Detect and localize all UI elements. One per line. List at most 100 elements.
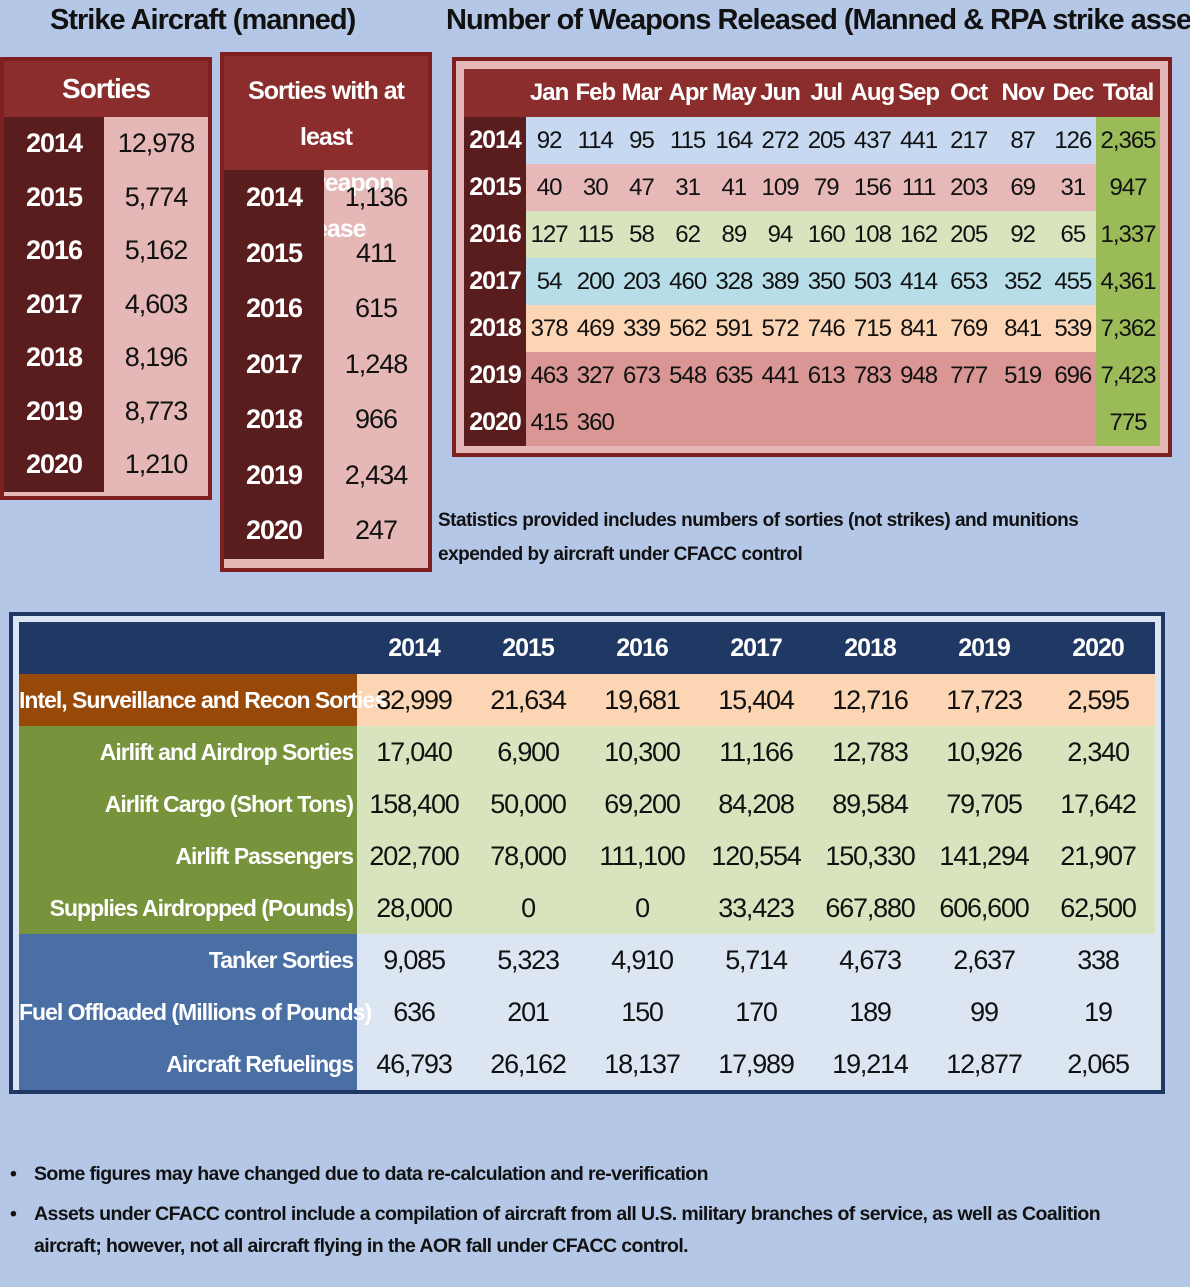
- weapons-month-value: 54: [526, 258, 573, 305]
- weapons-row: 2016 127 115 58 62 89 94 160 108 162 205 92 65 1,337: [464, 211, 1160, 258]
- operations-value: 79,705: [927, 778, 1041, 830]
- weapons-col-header: Jan: [526, 69, 573, 117]
- weapons-col-header: Jul: [803, 69, 850, 117]
- weapons-month-value: 87: [995, 117, 1050, 164]
- operations-value: 2,065: [1041, 1038, 1155, 1090]
- weapons-month-value: [664, 399, 711, 446]
- operations-row-label: Fuel Offloaded (Millions of Pounds): [19, 986, 372, 1038]
- sorties-year: 2018: [4, 331, 104, 385]
- sorties-value: 8,196: [124, 342, 189, 373]
- release-value: 2,434: [344, 459, 409, 490]
- operations-value: 12,877: [927, 1038, 1041, 1090]
- sorties-year: 2017: [4, 277, 104, 331]
- operations-row: Airlift and Airdrop Sorties 17,040 6,900 10…: [19, 726, 1155, 778]
- weapons-month-value: 164: [710, 117, 757, 164]
- weapons-total: 4,361: [1096, 258, 1160, 305]
- operations-value: 150: [585, 986, 699, 1038]
- weapons-total: 7,423: [1096, 352, 1160, 399]
- sorties-year: 2015: [4, 170, 104, 224]
- weapons-month-value: 41: [710, 164, 757, 211]
- weapons-month-value: 327: [572, 352, 619, 399]
- sorties-value: 4,603: [124, 288, 189, 319]
- weapons-month-value: 777: [941, 352, 996, 399]
- operations-value: 141,294: [927, 830, 1041, 882]
- release-row: 2019 2,434: [224, 447, 428, 503]
- weapons-month-value: [756, 399, 804, 446]
- operations-year-header: 2017: [699, 622, 813, 674]
- sorties-row: 2019 8,773: [4, 384, 208, 438]
- weapons-month-value: [803, 399, 850, 446]
- release-row: 2014 1,136: [224, 170, 428, 226]
- operations-value: 189: [813, 986, 927, 1038]
- operations-value: 15,404: [699, 674, 813, 726]
- footnotes: Some figures may have changed due to dat…: [10, 1158, 1170, 1270]
- operations-value: 19,681: [585, 674, 699, 726]
- weapons-month-value: 92: [526, 117, 573, 164]
- operations-value: 0: [471, 882, 585, 934]
- weapons-month-value: 205: [803, 117, 850, 164]
- weapons-col-header: Mar: [618, 69, 665, 117]
- weapons-month-value: 548: [664, 352, 711, 399]
- weapons-month-value: 127: [526, 211, 573, 258]
- weapons-header-row: Jan Feb Mar Apr May Jun Jul Aug Sep Oct Nov Dec Tota…: [464, 69, 1160, 117]
- operations-row: Airlift Cargo (Short Tons) 158,400 50,000 6…: [19, 778, 1155, 830]
- operations-table: 2014 2015 2016 2017 2018 2019 2020 Intel, Surv…: [9, 612, 1165, 1094]
- weapons-month-value: 841: [995, 305, 1050, 352]
- weapons-col-header: Feb: [572, 69, 619, 117]
- release-value: 1,248: [344, 348, 409, 379]
- operations-value: 32,999: [357, 674, 471, 726]
- sorties-value: 5,774: [124, 181, 189, 212]
- weapons-year: 2019: [464, 352, 526, 399]
- weapons-month-value: 203: [941, 164, 996, 211]
- operations-value: 12,716: [813, 674, 927, 726]
- weapons-month-value: 339: [618, 305, 665, 352]
- weapons-month-value: 437: [849, 117, 896, 164]
- operations-year-header: 2014: [357, 622, 471, 674]
- weapons-month-value: 31: [664, 164, 711, 211]
- operations-header-row: 2014 2015 2016 2017 2018 2019 2020: [19, 622, 1155, 674]
- weapons-month-value: [895, 399, 942, 446]
- weapons-month-value: 769: [941, 305, 996, 352]
- release-value: 615: [354, 293, 398, 324]
- sorties-row: 2020 1,210: [4, 438, 208, 492]
- weapons-month-value: 272: [756, 117, 804, 164]
- operations-value: 19: [1041, 986, 1155, 1038]
- weapons-row: 2017 54 200 203 460 328 389 350 503 414 653 352 455 4…: [464, 258, 1160, 305]
- weapons-total: 2,365: [1096, 117, 1160, 164]
- operations-value: 111,100: [585, 830, 699, 882]
- footnote-item: Assets under CFACC control include a com…: [10, 1198, 1170, 1262]
- weapons-month-value: 653: [941, 258, 996, 305]
- weapons-month-value: 715: [849, 305, 896, 352]
- release-row: 2020 247: [224, 503, 428, 559]
- weapons-month-value: 65: [1049, 211, 1096, 258]
- operations-row-label: Airlift Passengers: [19, 830, 357, 882]
- release-value: 411: [355, 237, 397, 268]
- release-year: 2016: [224, 281, 324, 337]
- sorties-value: 1,210: [124, 449, 189, 480]
- operations-value: 5,323: [471, 934, 585, 986]
- operations-value: 6,900: [471, 726, 585, 778]
- operations-value: 2,340: [1041, 726, 1155, 778]
- weapons-month-value: 572: [756, 305, 804, 352]
- weapons-row: 2014 92 114 95 115 164 272 205 437 441 217 87 126 2,3…: [464, 117, 1160, 164]
- weapons-month-value: 126: [1049, 117, 1096, 164]
- sorties-year: 2020: [4, 438, 104, 492]
- weapons-month-value: 205: [941, 211, 996, 258]
- operations-value: 12,783: [813, 726, 927, 778]
- operations-value: 4,673: [813, 934, 927, 986]
- weapon-release-header: Sorties with at least one weapon release: [224, 56, 428, 243]
- weapons-month-value: 613: [803, 352, 850, 399]
- weapons-col-header: Total: [1096, 69, 1160, 117]
- weapons-month-value: 783: [849, 352, 896, 399]
- weapons-year: 2018: [464, 305, 526, 352]
- weapons-month-value: 591: [710, 305, 757, 352]
- weapons-month-value: [618, 399, 665, 446]
- operations-value: 17,989: [699, 1038, 813, 1090]
- sorties-value: 8,773: [124, 395, 189, 426]
- weapons-month-value: 350: [803, 258, 850, 305]
- weapons-month-value: 378: [526, 305, 573, 352]
- footnote-item: Some figures may have changed due to dat…: [10, 1158, 1170, 1190]
- operations-row-label: Supplies Airdropped (Pounds): [19, 882, 357, 934]
- weapons-year: 2016: [464, 211, 526, 258]
- weapons-released-title: Number of Weapons Released (Manned & RPA…: [446, 4, 1190, 36]
